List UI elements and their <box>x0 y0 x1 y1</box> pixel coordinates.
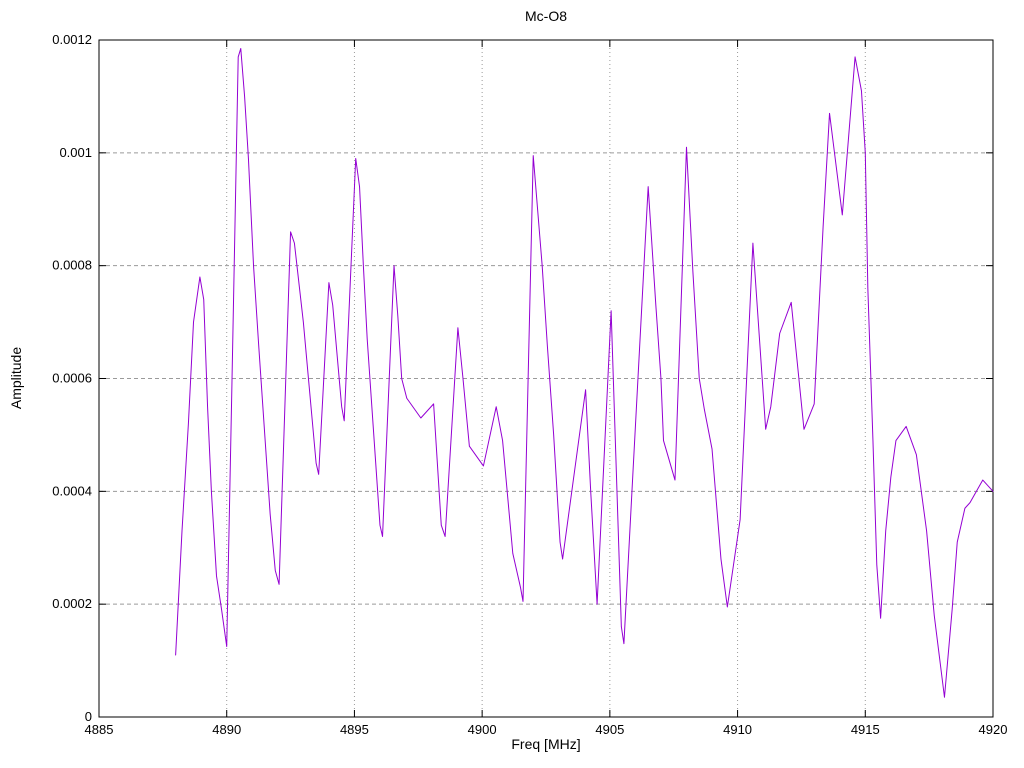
x-tick-label: 4920 <box>979 722 1008 737</box>
x-tick-label: 4910 <box>723 722 752 737</box>
y-tick-label: 0 <box>85 709 92 724</box>
chart-title: Mc-O8 <box>525 8 567 24</box>
y-axis-label: Amplitude <box>8 346 24 410</box>
y-tick-label: 0.0008 <box>52 258 92 273</box>
x-tick-label: 4915 <box>851 722 880 737</box>
x-tick-label: 4905 <box>595 722 624 737</box>
x-axis-label: Freq [MHz] <box>511 736 581 752</box>
x-tick-label: 4885 <box>85 722 114 737</box>
y-tick-label: 0.0004 <box>52 483 92 498</box>
y-tick-label: 0.001 <box>59 145 92 160</box>
data-line <box>175 47 994 698</box>
x-tick-label: 4890 <box>212 722 241 737</box>
x-tick-label: 4900 <box>468 722 497 737</box>
y-tick-label: 0.0012 <box>52 32 92 47</box>
y-tick-label: 0.0006 <box>52 371 92 386</box>
x-tick-label: 4895 <box>340 722 369 737</box>
y-tick-label: 0.0002 <box>52 596 92 611</box>
